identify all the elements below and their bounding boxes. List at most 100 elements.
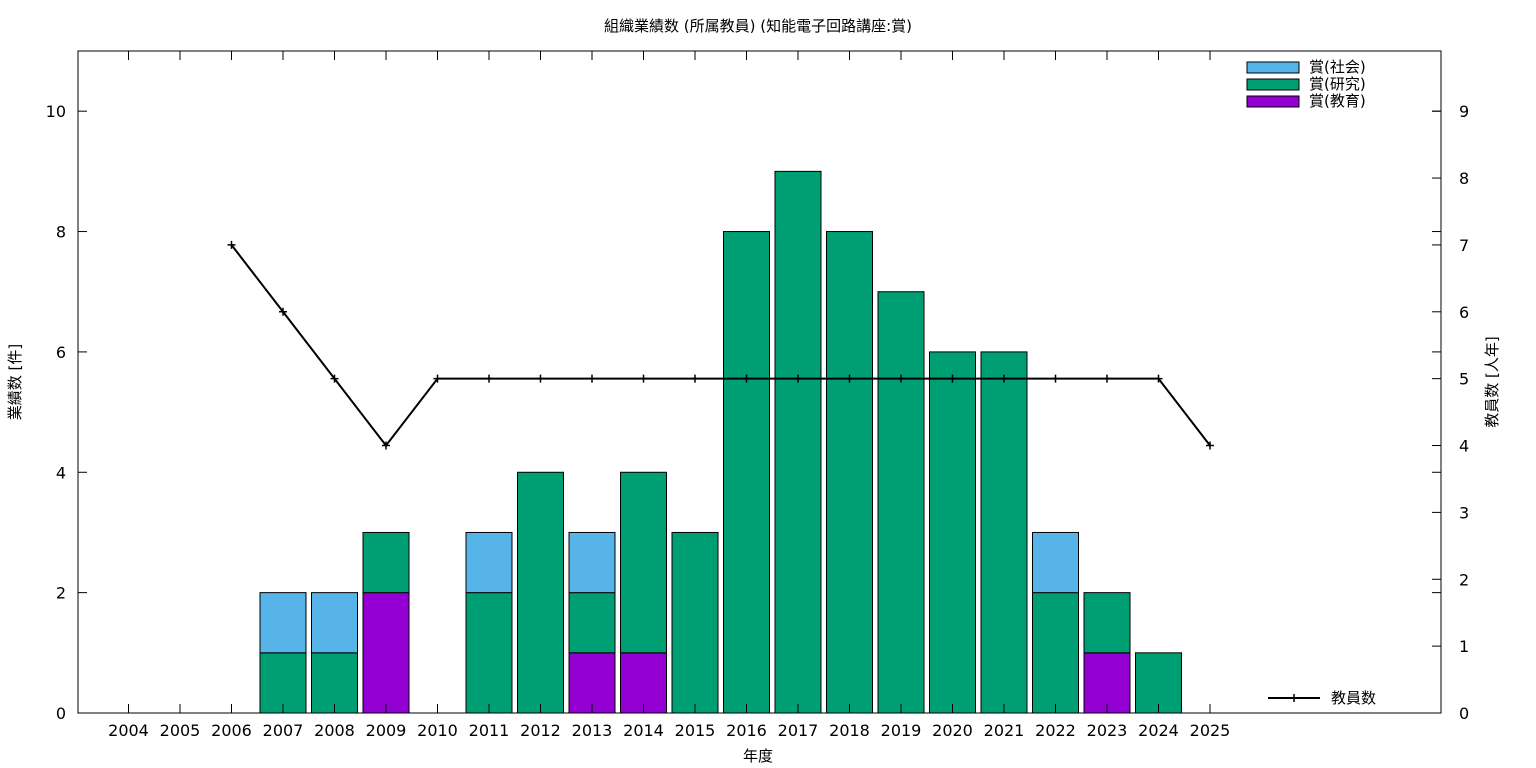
bars-layer [259,170,1182,714]
staff-point-2016 [742,374,751,383]
staff-point-2010 [433,374,442,383]
bar-2022-series-2 [1032,531,1079,594]
y-tick-label-6: 6 [56,343,66,362]
staff-point-2023 [1103,374,1111,383]
y-tick-label-0: 0 [56,704,66,723]
bar-2011-series-1 [465,592,513,714]
x-tick-label-2011: 2011 [469,721,510,740]
bar-2021-series-1 [980,351,1028,714]
x-tick-label-2021: 2021 [984,721,1025,740]
x-tick-label-2010: 2010 [417,721,458,740]
staff-point-2020 [948,374,957,383]
staff-point-2025 [1206,441,1214,450]
ticks-layer: 0 2 4 6 8 10 0 1 2 3 4 5 6 7 8 9 2004 2005 2006 2007 2008 200… [46,51,1469,740]
staff-point-2014 [639,374,648,383]
x-tick-label-2014: 2014 [623,721,664,740]
y-tick-label-10: 10 [46,102,66,121]
x-tick-label-2006: 2006 [211,721,252,740]
y2-tick-label-3: 3 [1459,503,1469,522]
bar-2009-series-0 [362,592,410,714]
x-tick-label-2023: 2023 [1087,721,1128,740]
chart-title: 組織業績数 (所属教員) (知能電子回路講座:賞) [604,17,912,35]
x-tick-label-2020: 2020 [932,721,973,740]
bar-2018-series-1 [826,231,873,714]
staff-point-2024 [1154,374,1163,383]
bar-2014-series-0 [620,652,667,714]
x-tick-label-2016: 2016 [726,721,767,740]
staff-point-2007 [279,307,287,316]
y2-tick-label-4: 4 [1459,437,1469,456]
staff-point-2015 [691,374,699,383]
bar-2008-series-1 [311,652,358,714]
x-tick-label-2008: 2008 [314,721,355,740]
staff-line-layer [227,240,1214,450]
x-tick-label-2012: 2012 [520,721,561,740]
bar-2023-series-0 [1083,652,1131,714]
y-axis-title: 業績数 [件] [6,344,24,420]
y2-tick-label-0: 0 [1459,704,1469,723]
staff-point-2012 [536,374,545,383]
x-tick-label-2013: 2013 [572,721,613,740]
bar-2020-series-1 [929,351,976,714]
legend-line-marker [1290,694,1298,702]
bar-2014-series-1 [620,471,667,654]
x-tick-label-2019: 2019 [881,721,922,740]
bar-2009-series-1 [362,531,410,594]
legend-swatch-2 [1246,95,1300,108]
x-tick-label-2025: 2025 [1190,721,1231,740]
x-tick-label-2024: 2024 [1138,721,1179,740]
x-tick-label-2018: 2018 [829,721,870,740]
staff-point-2013 [588,374,596,383]
x-tick-label-2005: 2005 [160,721,201,740]
staff-point-2021 [1000,374,1008,383]
bar-2012-series-1 [517,471,564,714]
x-tick-label-2015: 2015 [675,721,716,740]
bar-2013-series-1 [568,592,616,654]
y2-tick-label-9: 9 [1459,102,1469,121]
legend: 賞(社会)賞(研究)賞(教育) 教員数 [1246,58,1376,707]
y2-axis-title: 教員数 [人年] [1483,336,1501,427]
bar-2013-series-2 [568,531,616,594]
y2-tick-label-7: 7 [1459,236,1469,255]
staff-point-2018 [845,374,854,383]
y2-tick-label-5: 5 [1459,370,1469,389]
y2-tick-label-1: 1 [1459,637,1469,656]
staff-point-2022 [1051,374,1060,383]
x-tick-label-2007: 2007 [263,721,304,740]
y2-tick-label-8: 8 [1459,169,1469,188]
legend-label-2: 賞(教育) [1309,92,1366,110]
legend-label-1: 賞(研究) [1309,75,1366,93]
staff-point-2009 [382,441,390,450]
staff-point-2008 [330,374,339,383]
y-tick-label-4: 4 [56,463,66,482]
legend-line-label: 教員数 [1331,689,1376,707]
staff-point-2006 [227,240,236,249]
bar-2017-series-1 [774,170,822,714]
staff-point-2019 [897,374,905,383]
bar-2007-series-1 [259,652,307,714]
bar-2013-series-0 [568,652,616,714]
staff-line [230,244,1211,448]
x-tick-label-2009: 2009 [366,721,407,740]
bar-2022-series-1 [1032,592,1079,714]
bar-2011-series-2 [465,531,513,594]
x-tick-label-2017: 2017 [778,721,819,740]
y-tick-label-8: 8 [56,223,66,242]
bar-2007-series-2 [259,592,307,654]
x-tick-label-2022: 2022 [1035,721,1076,740]
staff-point-2017 [794,374,802,383]
plot-frame [77,50,1442,714]
bar-2024-series-1 [1135,652,1182,714]
x-tick-label-2004: 2004 [108,721,149,740]
bar-2015-series-1 [671,531,719,714]
bar-2023-series-1 [1083,592,1131,654]
bar-2019-series-1 [877,291,925,714]
bar-2008-series-2 [311,592,358,654]
y2-tick-label-2: 2 [1459,570,1469,589]
y-tick-label-2: 2 [56,584,66,603]
legend-swatch-0 [1246,61,1300,74]
x-axis-title: 年度 [743,747,773,765]
legend-swatch-1 [1246,78,1300,91]
staff-point-2011 [485,374,493,383]
